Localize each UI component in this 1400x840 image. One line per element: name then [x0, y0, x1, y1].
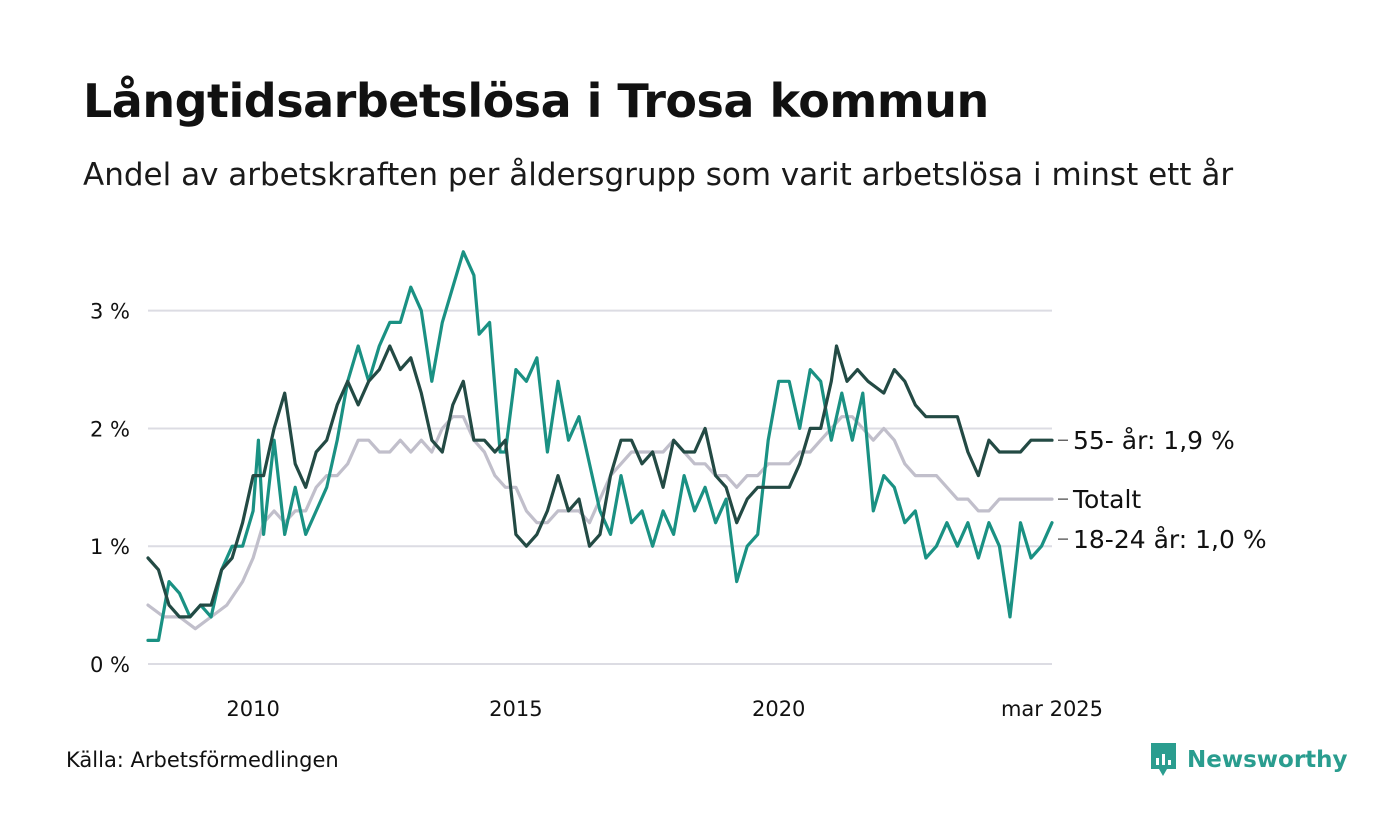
- brand[interactable]: Newsworthy: [1149, 742, 1348, 778]
- series-line: [146, 250, 1054, 642]
- series-labels: 55- år: 1,9 % Totalt 18-24 år: 1,0 %: [1058, 426, 1267, 554]
- series-label: 55- år: 1,9 %: [1073, 426, 1235, 455]
- gridlines: [148, 309, 1052, 665]
- x-tick-label: 2010: [226, 697, 279, 721]
- y-tick-label: 1 %: [90, 535, 130, 559]
- series-line: [146, 344, 1054, 619]
- chart-subtitle: Andel av arbetskraften per åldersgrupp s…: [83, 157, 1234, 193]
- y-tick-label: 3 %: [90, 300, 130, 324]
- chart-title: Långtidsarbetslösa i Trosa kommun: [83, 74, 989, 128]
- source-note: Källa: Arbetsförmedlingen: [66, 748, 339, 772]
- y-tick-label: 2 %: [90, 417, 130, 441]
- x-tick-label: mar 2025: [1001, 697, 1103, 721]
- newsworthy-logo-icon: [1151, 743, 1176, 776]
- x-axis: 2010 2015 2020 mar 2025: [226, 697, 1103, 721]
- x-tick-label: 2015: [489, 697, 542, 721]
- y-axis: 0 % 1 % 2 % 3 %: [90, 300, 130, 677]
- series-line: [146, 415, 1054, 631]
- x-tick-label: 2020: [752, 697, 805, 721]
- series-label: Totalt: [1072, 485, 1141, 514]
- series-label: 18-24 år: 1,0 %: [1073, 525, 1267, 554]
- y-tick-label: 0 %: [90, 653, 130, 677]
- brand-name: Newsworthy: [1187, 747, 1348, 773]
- series-lines: [146, 250, 1054, 642]
